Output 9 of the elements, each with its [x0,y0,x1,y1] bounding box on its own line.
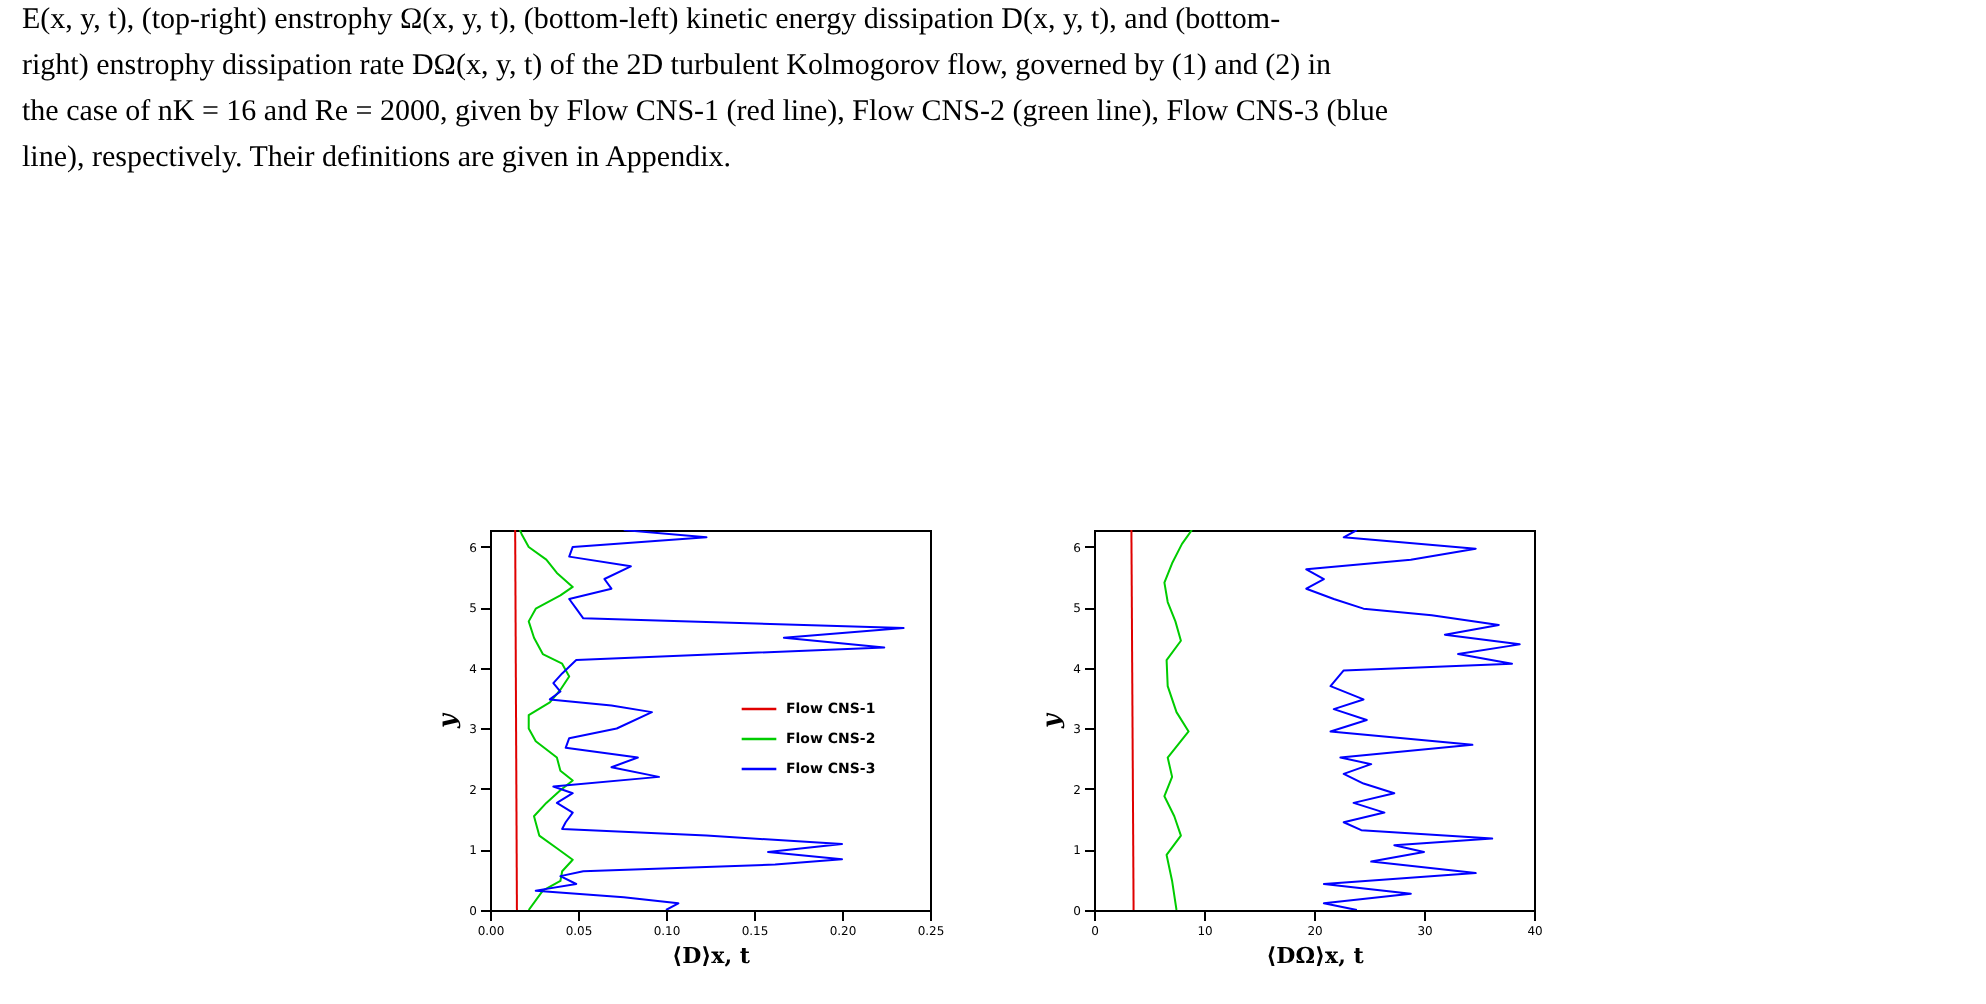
line-series [1163,530,1193,910]
x-axis-title: ⟨DΩ⟩x, t [1266,943,1366,969]
y-axis-title: y [1037,711,1066,730]
y-axis-title: y [433,711,462,730]
line-series [518,530,574,910]
text: E(x, y, t), (top-right) enstrophy Ω(x, y, t), (bottom-left) kinetic energy dissipation D(x, y, t), and (bottom-right) enstrophy dissipation rate DΩ(x, y, t) of the 2D turbulent Kolmogorov flow, governed by (1) and (2) in the case of nK = 16 and Re = 2000, given by Flow CNS-1 (red line), Flow CNS-2 (green line), Flow CNS-3 (blue line), respectively. Their definitions are given in Appendix. [22,4,1389,174]
x-axis-title: ⟨D⟩x, t [672,943,752,969]
line-series [1305,530,1521,910]
line-series [534,530,905,910]
